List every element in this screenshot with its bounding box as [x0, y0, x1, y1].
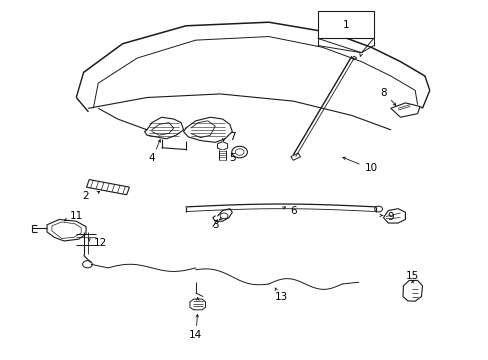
- Text: 11: 11: [69, 211, 83, 221]
- Text: 3: 3: [211, 220, 218, 230]
- Text: 9: 9: [386, 212, 393, 221]
- Text: 7: 7: [228, 132, 235, 142]
- Polygon shape: [217, 141, 227, 150]
- Polygon shape: [189, 299, 205, 310]
- Text: 12: 12: [94, 238, 107, 248]
- Bar: [317, 12, 373, 39]
- Polygon shape: [86, 180, 129, 195]
- Text: 6: 6: [289, 206, 296, 216]
- Text: 2: 2: [82, 191, 89, 201]
- Text: 5: 5: [228, 153, 235, 163]
- Text: 14: 14: [189, 330, 202, 340]
- Text: 1: 1: [342, 20, 348, 30]
- Text: 8: 8: [379, 88, 386, 98]
- Polygon shape: [402, 280, 422, 301]
- Text: 15: 15: [405, 271, 419, 281]
- Text: 4: 4: [148, 153, 155, 163]
- Text: 10: 10: [364, 163, 377, 173]
- Text: 13: 13: [274, 292, 287, 302]
